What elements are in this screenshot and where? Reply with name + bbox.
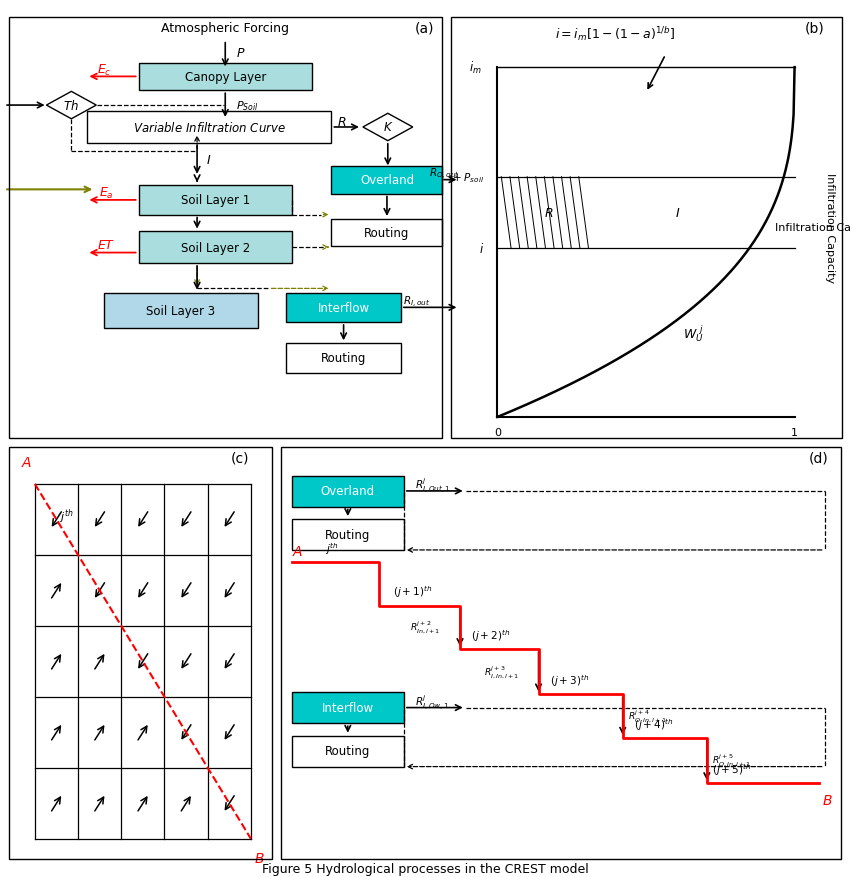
Text: $B$: $B$	[253, 852, 264, 866]
Text: $R^{j+5}_{O,In,l+1}$: $R^{j+5}_{O,In,l+1}$	[712, 752, 751, 768]
Text: 1: 1	[791, 427, 798, 437]
Text: $ET$: $ET$	[97, 239, 116, 253]
Bar	[332, 167, 442, 195]
Text: $E_a$: $E_a$	[99, 186, 113, 201]
Text: Routing: Routing	[321, 352, 366, 365]
Text: $R$: $R$	[337, 116, 347, 128]
Text: Routing: Routing	[326, 745, 371, 758]
Text: Routing: Routing	[365, 226, 410, 239]
Bar	[139, 186, 292, 216]
Text: $W_U^{\ j}$: $W_U^{\ j}$	[683, 323, 703, 344]
Text: Routing: Routing	[326, 528, 371, 541]
Text: $R_{O,out}$: $R_{O,out}$	[429, 167, 460, 182]
Polygon shape	[47, 92, 96, 119]
Text: $j^{th}$: $j^{th}$	[59, 507, 73, 525]
Text: $R$: $R$	[543, 207, 553, 220]
Text: $R^{j+2}_{In,l+1}$: $R^{j+2}_{In,l+1}$	[410, 619, 440, 636]
Polygon shape	[363, 114, 413, 141]
Text: $Th$: $Th$	[64, 99, 79, 113]
Text: $\it{Variable\ Infiltration\ Curve}$: $\it{Variable\ Infiltration\ Curve}$	[133, 121, 286, 135]
Text: $(j+1)^{th}$: $(j+1)^{th}$	[393, 584, 432, 600]
Text: $(j+5)^{th}$: $(j+5)^{th}$	[712, 761, 752, 777]
Text: $I$: $I$	[206, 154, 211, 168]
Text: Figure 5 Hydrological processes in the CREST model: Figure 5 Hydrological processes in the C…	[262, 862, 588, 875]
Bar	[87, 112, 332, 144]
Bar	[139, 232, 292, 264]
Text: $R^j_{I,Out,1}$: $R^j_{I,Out,1}$	[415, 476, 451, 496]
Text: $B$: $B$	[822, 794, 832, 808]
Text: Interflow: Interflow	[318, 302, 370, 315]
Text: Soil Layer 1: Soil Layer 1	[181, 194, 251, 207]
Bar	[286, 344, 401, 374]
Text: $(j+2)^{th}$: $(j+2)^{th}$	[471, 627, 511, 643]
Text: (d): (d)	[809, 451, 829, 465]
Text: Overland: Overland	[320, 485, 375, 498]
Text: $P_{Soil}$: $P_{Soil}$	[236, 99, 258, 113]
Text: $E_c$: $E_c$	[97, 62, 111, 78]
Text: (c): (c)	[231, 451, 250, 465]
Text: $R^j_{I,Ow,1}$: $R^j_{I,Ow,1}$	[415, 693, 450, 712]
Text: $i+P_{soil}$: $i+P_{soil}$	[448, 171, 484, 184]
Bar	[292, 736, 404, 766]
Bar	[292, 519, 404, 551]
Text: $i$: $i$	[479, 242, 484, 256]
Text: $I$: $I$	[675, 207, 680, 220]
Text: Overland: Overland	[360, 174, 414, 187]
Bar	[104, 293, 258, 329]
Bar	[292, 693, 404, 724]
Text: $R_{I,out}$: $R_{I,out}$	[403, 294, 430, 310]
Text: $i=i_m[1-(1-a)^{1/b}]$: $i=i_m[1-(1-a)^{1/b}]$	[554, 25, 675, 43]
Text: 0: 0	[494, 427, 501, 437]
Text: (b): (b)	[804, 21, 824, 35]
Text: Atmospheric Forcing: Atmospheric Forcing	[162, 22, 289, 34]
Text: $(j+3)^{th}$: $(j+3)^{th}$	[550, 673, 589, 688]
Text: Soil Layer 2: Soil Layer 2	[181, 241, 251, 254]
Bar	[286, 293, 401, 323]
Text: Infiltration Capacity: Infiltration Capacity	[774, 223, 850, 233]
Text: $P$: $P$	[236, 46, 246, 60]
Text: $R^{j+3}_{I,In,l+1}$: $R^{j+3}_{I,In,l+1}$	[484, 664, 518, 680]
Text: $(j+4)^{th}$: $(j+4)^{th}$	[634, 716, 673, 731]
Text: $A$: $A$	[292, 545, 303, 559]
Text: $A$: $A$	[21, 456, 32, 470]
Bar	[139, 64, 312, 91]
Text: Canopy Layer: Canopy Layer	[184, 71, 266, 84]
Text: Infiltration Capacity: Infiltration Capacity	[824, 173, 835, 283]
Text: $i_m$: $i_m$	[469, 60, 482, 76]
Text: (a): (a)	[415, 21, 434, 35]
Text: Interflow: Interflow	[322, 702, 374, 714]
Bar	[332, 219, 442, 247]
Text: $K$: $K$	[382, 121, 393, 134]
Text: $j^{th}$: $j^{th}$	[326, 541, 339, 557]
Bar	[292, 476, 404, 507]
Text: Soil Layer 3: Soil Layer 3	[146, 304, 216, 317]
Text: $R^{j+4}_{O,In,l+1}$: $R^{j+4}_{O,In,l+1}$	[628, 708, 667, 724]
